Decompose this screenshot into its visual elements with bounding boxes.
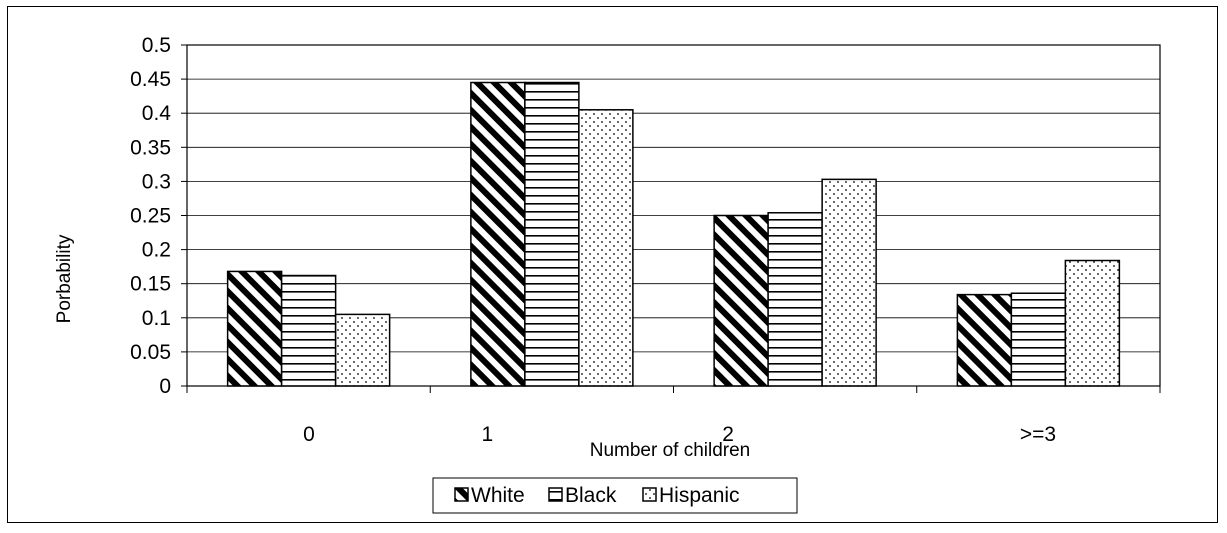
bar-white-1 xyxy=(470,81,526,387)
legend-swatch-white xyxy=(454,487,469,502)
y-tick-label: 0.2 xyxy=(142,239,171,262)
x-tick-label: 1 xyxy=(481,423,493,446)
bar-white-0 xyxy=(226,270,283,387)
bar-white-3 xyxy=(956,293,1013,387)
bars-group xyxy=(226,81,1121,387)
y-tick-label: 0.4 xyxy=(142,102,172,125)
y-tick-label: 0.35 xyxy=(130,136,171,159)
y-tick-label: 0.05 xyxy=(130,341,171,364)
legend-label-hispanic: Hispanic xyxy=(659,484,740,507)
y-tick-label: 0.5 xyxy=(142,34,171,57)
y-tick-label: 0.45 xyxy=(130,68,171,91)
x-tick-labels: 0 1 2 >=3 xyxy=(303,423,1056,446)
chart-frame xyxy=(7,6,1218,523)
y-tick-label: 0.3 xyxy=(142,170,171,193)
x-tick-label: 2 xyxy=(722,423,734,446)
bar-white-2 xyxy=(713,214,769,387)
legend: White Black Hispanic xyxy=(432,477,798,514)
legend-label-black: Black xyxy=(565,484,617,507)
axis-ticks xyxy=(181,44,1161,393)
bar-hispanic-3 xyxy=(1064,259,1121,387)
bar-hispanic-1 xyxy=(578,109,634,387)
y-tick-labels: 0 0.05 0.1 0.15 0.2 0.25 0.3 0.35 0.4 0.45 0.5 xyxy=(130,34,171,398)
legend-label-white: White xyxy=(471,484,525,507)
bar-black-0 xyxy=(280,274,337,387)
legend-swatch-black xyxy=(548,487,563,502)
legend-swatch-hispanic xyxy=(642,487,657,502)
x-tick-label: 0 xyxy=(303,423,315,446)
y-tick-label: 0.15 xyxy=(130,273,171,296)
bar-black-1 xyxy=(524,81,580,387)
y-tick-label: 0.1 xyxy=(142,307,171,330)
legend-box xyxy=(432,477,798,514)
bar-black-3 xyxy=(1010,292,1067,387)
bar-hispanic-0 xyxy=(334,313,391,387)
bar-hispanic-2 xyxy=(821,178,877,387)
y-tick-label: 0.25 xyxy=(130,205,171,228)
x-tick-label: >=3 xyxy=(1020,423,1056,446)
x-axis-label: Number of children xyxy=(590,440,751,461)
bar-black-2 xyxy=(767,212,823,387)
y-axis-label: Porbability xyxy=(54,234,75,323)
y-tick-label: 0 xyxy=(159,375,171,398)
